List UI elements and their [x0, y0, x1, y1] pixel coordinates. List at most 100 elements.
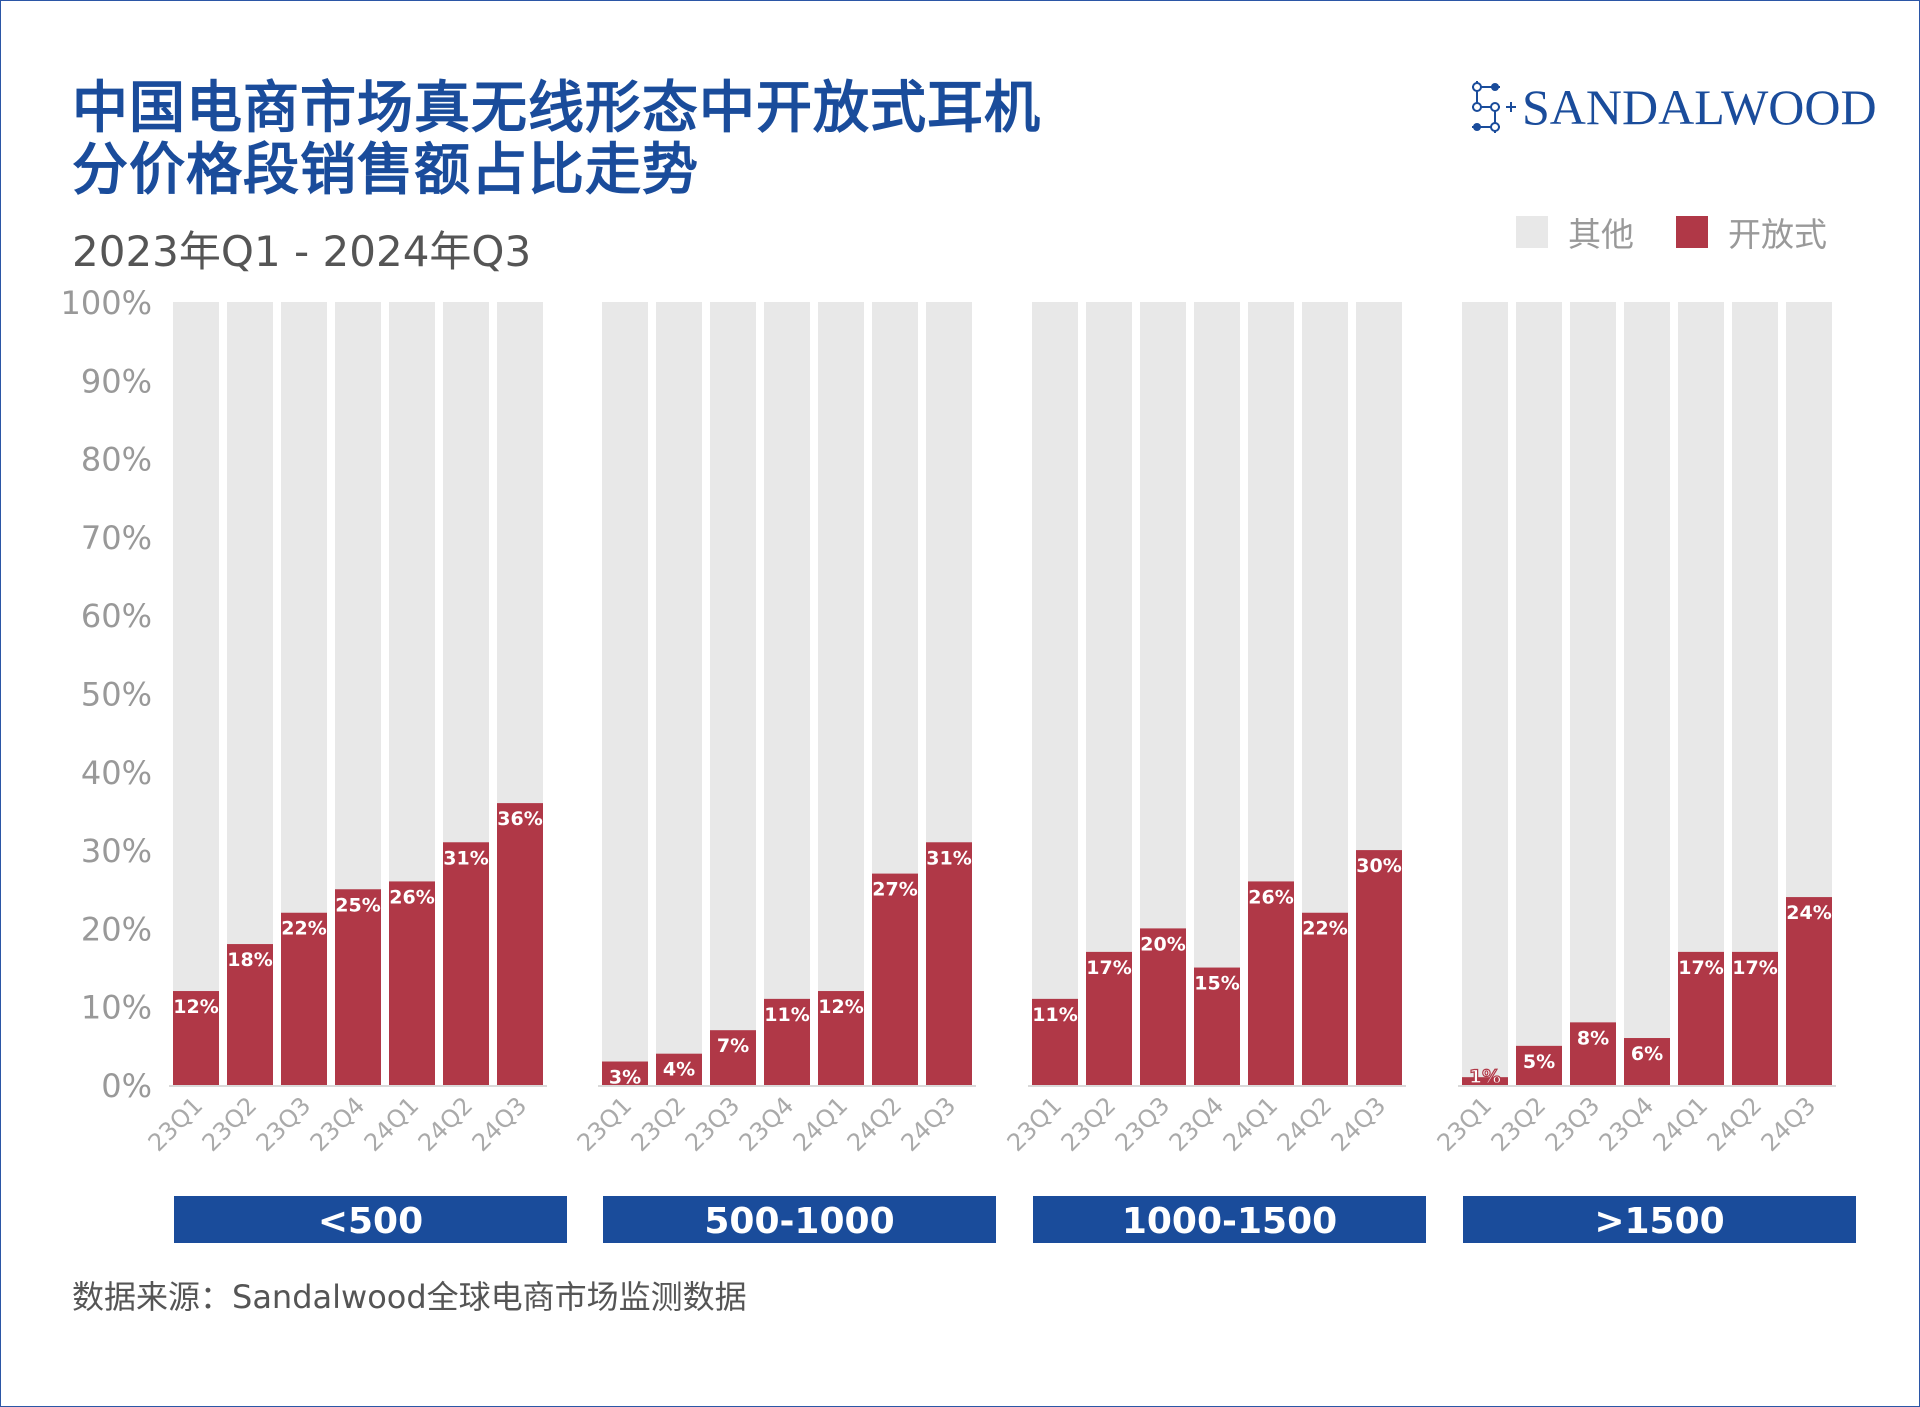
x-tick-label: 23Q3: [1110, 1091, 1176, 1157]
data-label: 31%: [926, 847, 971, 869]
bar-other: [764, 302, 810, 1085]
bar-open: [1516, 1045, 1562, 1085]
bar-open: [389, 881, 435, 1085]
bar-open: [1462, 1077, 1508, 1085]
data-label: 24%: [1786, 902, 1831, 924]
y-tick-label: 90%: [81, 362, 152, 400]
legend-label-other: 其他: [1568, 215, 1634, 254]
bar-open: [497, 803, 543, 1085]
data-label: 12%: [173, 996, 218, 1018]
y-tick-label: 30%: [81, 832, 152, 870]
data-label: 17%: [1086, 957, 1131, 979]
data-label: 12%: [818, 996, 863, 1018]
title-line-1: 中国电商市场真无线形态中开放式耳机: [72, 76, 1041, 141]
data-label: 25%: [335, 894, 380, 916]
data-label: 26%: [389, 886, 434, 908]
sandalwood-logo: SANDALWOOD: [1470, 78, 1877, 136]
chart-subtitle: 2023年Q1 - 2024年Q3: [72, 227, 532, 276]
x-tick-label: 24Q2: [1702, 1091, 1768, 1157]
group-label: >1500: [1594, 1201, 1724, 1242]
x-tick-label: 24Q3: [467, 1091, 533, 1157]
y-tick-label: 10%: [81, 989, 152, 1027]
bar-open: [1140, 928, 1186, 1085]
data-label: 20%: [1140, 933, 1185, 955]
bar-open: [656, 1053, 702, 1085]
data-label: 27%: [872, 879, 917, 901]
group-label-box: [1033, 1196, 1426, 1243]
y-tick-label: 70%: [81, 519, 152, 557]
bar-other: [1032, 302, 1078, 1085]
source-note: 数据来源：Sandalwood全球电商市场监测数据: [72, 1278, 747, 1316]
x-tick-label: 24Q1: [1218, 1091, 1284, 1157]
data-label: 3%: [609, 1067, 641, 1089]
x-tick-label: 23Q1: [1002, 1091, 1068, 1157]
bar-open: [926, 842, 972, 1085]
group-label: <500: [318, 1201, 423, 1242]
data-label: 36%: [497, 808, 542, 830]
bar-open: [1086, 951, 1132, 1085]
bar-open: [764, 998, 810, 1085]
y-tick-label: 0%: [101, 1067, 152, 1105]
y-tick-label: 100%: [61, 284, 152, 322]
group-label: 500-1000: [704, 1201, 894, 1242]
bar-open: [1356, 850, 1402, 1085]
bar-open: [443, 842, 489, 1085]
x-tick-label: 23Q3: [680, 1091, 746, 1157]
bar-other: [656, 302, 702, 1085]
bar-open: [1786, 897, 1832, 1085]
bar-open: [173, 991, 219, 1085]
legend-label-open: 开放式: [1728, 215, 1827, 254]
bar-other: [602, 302, 648, 1085]
data-label: 6%: [1631, 1043, 1663, 1065]
data-label: 5%: [1523, 1051, 1555, 1073]
bar-open: [1732, 951, 1778, 1085]
x-tick-label: 24Q3: [1756, 1091, 1822, 1157]
x-tick-label: 23Q3: [251, 1091, 317, 1157]
data-label: 1%: [1469, 1066, 1501, 1088]
x-tick-label: 24Q1: [359, 1091, 425, 1157]
y-tick-label: 60%: [81, 597, 152, 635]
bar-other: [1624, 302, 1670, 1085]
data-label: 17%: [1678, 957, 1723, 979]
bar-open: [281, 912, 327, 1085]
bar-open: [1032, 998, 1078, 1085]
x-tick-label: 23Q2: [1056, 1091, 1122, 1157]
legend-swatch-other: [1516, 216, 1548, 248]
bar-open: [710, 1030, 756, 1085]
y-tick-label: 80%: [81, 441, 152, 479]
logo-text: SANDALWOOD: [1522, 79, 1877, 135]
data-label: 4%: [663, 1059, 695, 1081]
x-tick-label: 24Q1: [788, 1091, 854, 1157]
data-label: 11%: [1032, 1004, 1077, 1026]
bar-open: [335, 889, 381, 1085]
y-tick-label: 50%: [81, 676, 152, 714]
chart-title: 中国电商市场真无线形态中开放式耳机 分价格段销售额占比走势: [72, 78, 1041, 202]
x-tick-label: 23Q4: [1164, 1091, 1230, 1157]
bar-other: [1194, 302, 1240, 1085]
x-tick-label: 24Q2: [1272, 1091, 1338, 1157]
group-label-box: [174, 1196, 567, 1243]
bar-open: [1624, 1038, 1670, 1085]
x-tick-label: 24Q1: [1648, 1091, 1714, 1157]
data-label: 7%: [717, 1035, 749, 1057]
group-label-box: [1463, 1196, 1856, 1243]
bar-open: [1302, 912, 1348, 1085]
logo-mark-icon: [1472, 81, 1516, 133]
bar-other: [1462, 302, 1508, 1085]
x-tick-label: 24Q3: [896, 1091, 962, 1157]
data-label: 30%: [1356, 855, 1401, 877]
x-tick-label: 23Q3: [1540, 1091, 1606, 1157]
bar-other: [710, 302, 756, 1085]
bar-other: [1570, 302, 1616, 1085]
x-tick-label: 23Q1: [143, 1091, 209, 1157]
group-label-box: [603, 1196, 996, 1243]
group-label: 1000-1500: [1122, 1201, 1337, 1242]
bar-open: [227, 944, 273, 1085]
x-tick-label: 23Q2: [1486, 1091, 1552, 1157]
bar-open: [1248, 881, 1294, 1085]
data-label: 26%: [1248, 886, 1293, 908]
data-label: 31%: [443, 847, 488, 869]
bar-other: [173, 302, 219, 1085]
x-tick-label: 24Q3: [1326, 1091, 1392, 1157]
